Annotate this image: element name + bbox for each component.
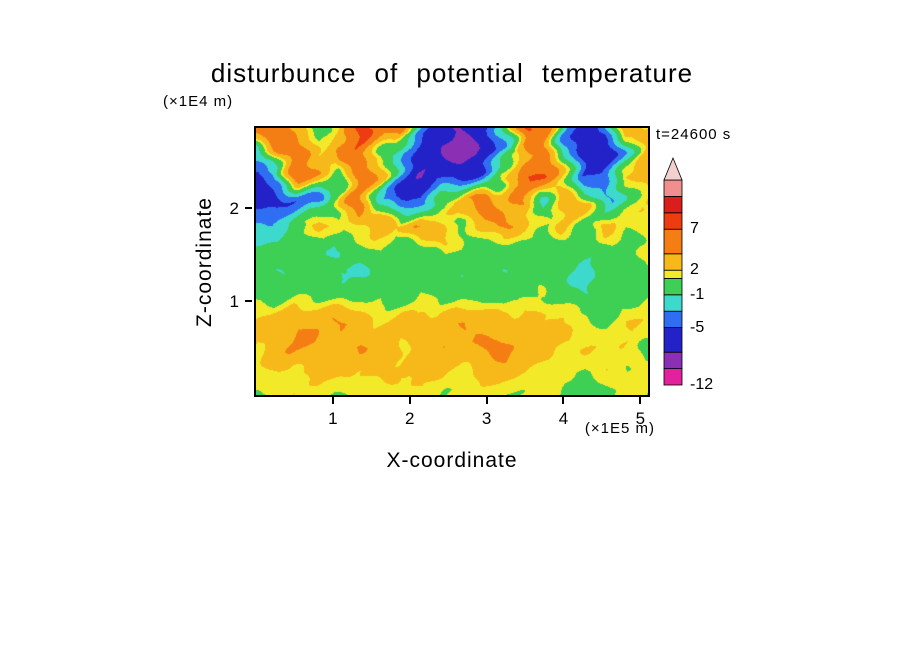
x-tick-label: 1 <box>328 409 338 428</box>
x-tick <box>562 397 565 404</box>
x-tick <box>639 397 642 404</box>
x-axis-label: X-coordinate <box>386 449 518 472</box>
heatmap-canvas <box>256 128 648 395</box>
x-tick-label: 5 <box>635 409 646 428</box>
colorbar-label: -5 <box>690 318 705 336</box>
colorbar-label: 7 <box>690 220 699 238</box>
x-tick-label: 3 <box>481 409 492 428</box>
y-tick-label: 1 <box>229 292 239 312</box>
colorbar-label: -12 <box>690 376 714 393</box>
colorbar <box>660 153 720 393</box>
y-axis-unit-label: (×1E4 m) <box>163 93 234 110</box>
colorbar-labels: 7 2 -1 -5 -12 <box>690 153 734 393</box>
time-annotation: t=24600 s <box>656 126 732 143</box>
y-axis-label: Z-coordinate <box>193 197 216 327</box>
plot-area <box>254 126 650 397</box>
x-tick-label: 2 <box>404 409 415 428</box>
x-tick <box>331 397 334 404</box>
x-axis-unit-label: (×1E5 m) <box>584 420 655 437</box>
colorbar-svg <box>663 156 683 386</box>
chart-title: disturbunce of potential temperature <box>210 58 694 88</box>
x-tick <box>485 397 488 404</box>
y-tick-label: 2 <box>229 198 239 218</box>
x-tick-label: 4 <box>558 409 569 428</box>
y-tick <box>245 300 252 303</box>
y-tick <box>245 206 252 209</box>
colorbar-label: -1 <box>690 285 705 303</box>
x-tick <box>408 397 411 404</box>
colorbar-label: 2 <box>690 261 699 279</box>
